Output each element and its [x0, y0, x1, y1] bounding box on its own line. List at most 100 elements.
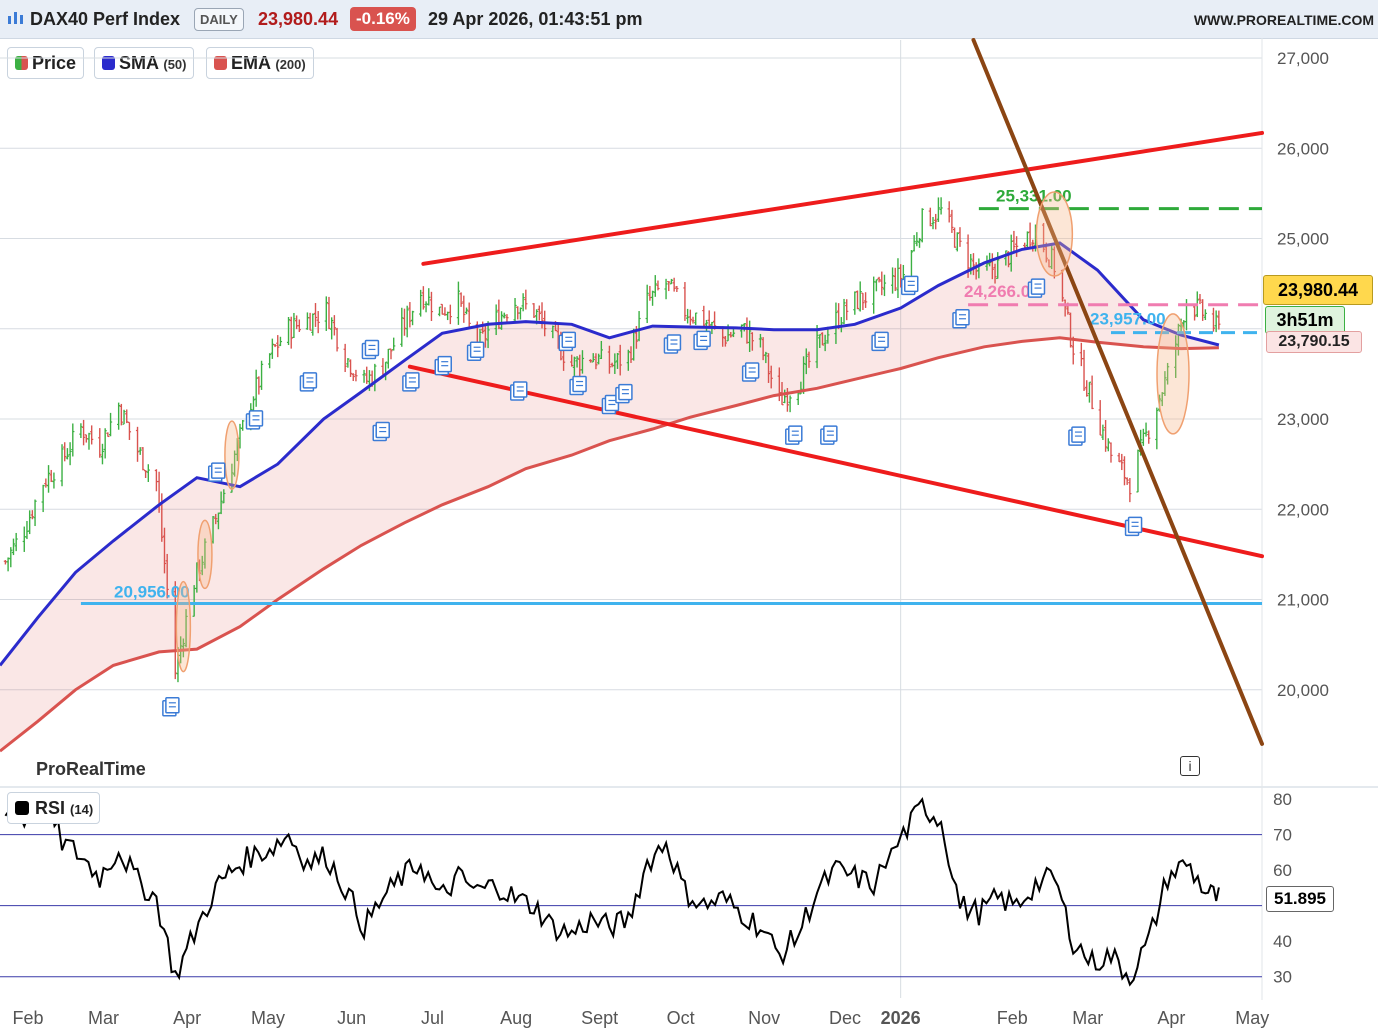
time-tick-label: Feb: [997, 1008, 1028, 1028]
time-tick-label: Sept: [581, 1008, 618, 1028]
time-tick-label: Feb: [12, 1008, 43, 1028]
price-axis[interactable]: 20,00021,00022,00023,00024,00025,00026,0…: [1277, 49, 1329, 700]
price-swatch-icon: [15, 56, 28, 70]
price-tick-label: 21,000: [1277, 591, 1329, 610]
countdown-tag: 3h51m: [1265, 306, 1345, 334]
news-doc-icon-front: [561, 331, 577, 349]
news-doc-icon-front: [469, 341, 485, 358]
news-doc-icon-front: [248, 410, 264, 427]
news-doc-icon-front: [788, 425, 803, 442]
pink-level-label: 24,266.00: [964, 282, 1040, 301]
news-doc-icon-front: [666, 334, 682, 351]
downtrend-trendline: [971, 38, 1264, 746]
indicator-lines: [0, 241, 1220, 753]
time-tick-label: Nov: [748, 1008, 780, 1028]
time-tick-label: Apr: [173, 1008, 201, 1028]
news-doc-icon-front: [874, 331, 889, 349]
news-doc-icon-front: [512, 381, 528, 398]
rsi-swatch-icon: [15, 801, 29, 815]
ema-swatch-icon: [214, 56, 227, 70]
price-tick-label: 27,000: [1277, 49, 1329, 68]
sma-50-line: [0, 241, 1220, 667]
watermark: ProRealTime: [36, 759, 146, 779]
news-doc-icon-front: [375, 421, 390, 439]
highlight-ellipse: [197, 519, 213, 590]
time-tick-label: May: [251, 1008, 285, 1028]
news-doc-icon-front: [1127, 516, 1143, 534]
price-tick-label: 26,000: [1277, 139, 1329, 158]
change-badge: -0.16%: [350, 7, 416, 31]
legend-sma-param: (50): [163, 57, 187, 72]
time-tick-label: May: [1235, 1008, 1269, 1028]
news-doc-icon-front: [744, 362, 760, 379]
time-tick-label: Oct: [667, 1008, 695, 1028]
time-tick-label: Aug: [500, 1008, 532, 1028]
news-doc-icon-front: [210, 462, 226, 479]
price-grid: [0, 38, 1378, 1000]
legend-sma[interactable]: SMA (50): [94, 47, 195, 79]
news-doc-icon-front: [903, 275, 919, 293]
legend-ema-param: (200): [275, 57, 306, 72]
lower-channel-trendline: [407, 364, 1264, 559]
ma-ribbon: [0, 243, 1219, 752]
highlight-ellipse: [224, 420, 240, 490]
time-tick-label: Jul: [421, 1008, 444, 1028]
rsi-tick-label: 60: [1273, 861, 1292, 880]
news-doc-icon-front: [955, 309, 970, 326]
highlight-ellipse: [1035, 191, 1074, 277]
time-tick-label: Mar: [88, 1008, 119, 1028]
chart-type-icon[interactable]: [6, 9, 26, 29]
ema-value-tag: 23,790.15: [1266, 331, 1362, 353]
news-doc-icon-front: [302, 372, 318, 389]
news-doc-icon-front: [696, 330, 711, 348]
top-bar: DAX40 Perf Index DAILY 23,980.44 -0.16% …: [0, 0, 1378, 39]
news-doc-icon-front: [618, 383, 633, 401]
news-doc-icon-front: [572, 375, 587, 393]
price-bars: [3, 197, 1221, 683]
ma-ribbon-fill: [0, 243, 1219, 752]
rsi-value-tag: 51.895: [1266, 886, 1334, 912]
ema-200-line: [0, 336, 1219, 753]
last-price-tag: 23,980.44: [1263, 275, 1373, 305]
rsi-tick-label: 80: [1273, 790, 1292, 809]
support-level-label: 20,956.00: [114, 582, 190, 601]
timeframe-button[interactable]: DAILY: [194, 8, 244, 31]
news-doc-icon-front: [165, 697, 180, 714]
time-tick-label: 2026: [881, 1008, 921, 1028]
news-doc-icon-front: [437, 355, 452, 373]
price-tick-label: 25,000: [1277, 230, 1329, 249]
news-doc-icon-front: [1030, 278, 1046, 295]
time-tick-label: Apr: [1157, 1008, 1185, 1028]
upper-channel-trendline: [421, 130, 1264, 266]
instrument-name[interactable]: DAX40 Perf Index: [30, 9, 181, 29]
site-url[interactable]: WWW.PROREALTIME.COM: [1193, 12, 1374, 28]
legend-rsi-label: RSI: [35, 798, 66, 818]
blue-dashed-level-label: 23,957.00: [1090, 310, 1166, 329]
timestamp: 29 Apr 2026, 01:43:51 pm: [428, 9, 643, 29]
news-doc-icon-front: [823, 425, 838, 442]
price-tick-label: 22,000: [1277, 500, 1329, 519]
info-icon[interactable]: i: [1180, 756, 1200, 776]
time-tick-label: Mar: [1072, 1008, 1103, 1028]
time-tick-label: Jun: [337, 1008, 366, 1028]
legend-rsi-param: (14): [70, 802, 94, 817]
price-tick-label: 20,000: [1277, 681, 1329, 700]
rsi-line: [4, 795, 1220, 987]
time-tick-label: Dec: [829, 1008, 861, 1028]
news-doc-icon-front: [364, 339, 380, 357]
legend-rsi[interactable]: RSI (14): [7, 792, 101, 824]
highlight-ellipse: [175, 580, 192, 673]
sma-swatch-icon: [102, 56, 115, 70]
news-doc-icon-front: [1071, 426, 1086, 443]
time-axis[interactable]: Feb Mar Apr May Jun Jul Aug Sept Oct Nov Dec 2026 Fe…: [12, 1008, 1269, 1028]
news-doc-icon-front: [405, 372, 420, 389]
rsi-tick-label: 70: [1273, 826, 1292, 845]
rsi-tick-label: 40: [1273, 932, 1292, 951]
rsi-panel: 30 40 60 70 80: [0, 790, 1292, 987]
highlight-ellipse: [1156, 313, 1190, 435]
price-tick-label: 23,000: [1277, 410, 1329, 429]
last-price: 23,980.44: [258, 9, 339, 29]
legend-ema[interactable]: EMA (200): [206, 47, 314, 79]
